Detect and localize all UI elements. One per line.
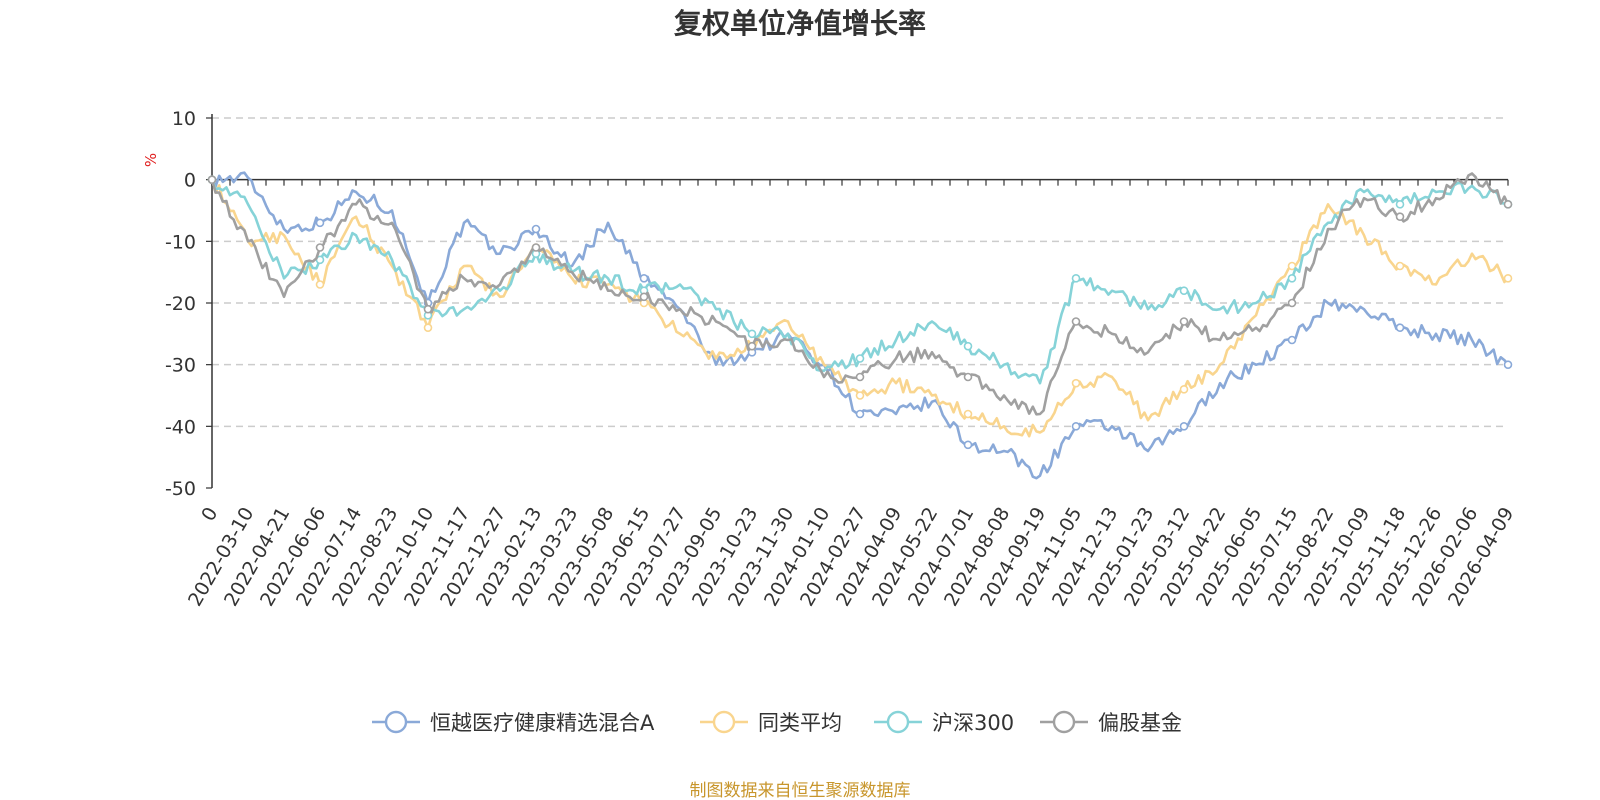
- data-point: [639, 274, 649, 283]
- legend[interactable]: 恒越医疗健康精选混合A 同类平均 沪深300 偏股基金: [372, 710, 1182, 735]
- data-point: [1395, 200, 1405, 209]
- data-point: [1287, 298, 1297, 308]
- legend-marker-icon: [886, 710, 910, 734]
- data-point: [963, 440, 973, 450]
- legend-label: 沪深300: [932, 711, 1014, 735]
- legend-marker-icon: [712, 710, 736, 734]
- data-point: [855, 409, 865, 419]
- legend-label: 恒越医疗健康精选混合A: [430, 711, 655, 735]
- data-point: [747, 341, 757, 351]
- series-line-0: [210, 171, 1510, 480]
- y-tick-label: -50: [165, 478, 196, 500]
- data-point: [963, 341, 973, 351]
- data-point: [855, 354, 865, 363]
- data-point: [423, 323, 433, 332]
- data-point: [747, 329, 757, 339]
- data-point: [1287, 261, 1297, 271]
- data-point: [1179, 317, 1189, 326]
- source-note: 制图数据来自恒生聚源数据库: [690, 781, 911, 800]
- data-point: [1179, 422, 1189, 431]
- data-point: [855, 372, 865, 382]
- data-point: [1179, 286, 1189, 295]
- data-point: [531, 224, 541, 234]
- legend-item-1[interactable]: 同类平均: [700, 710, 842, 735]
- data-point: [531, 243, 541, 252]
- y-tick-label: -10: [165, 231, 196, 253]
- legend-label: 同类平均: [758, 711, 842, 735]
- legend-item-0[interactable]: 恒越医疗健康精选混合A: [372, 710, 655, 735]
- legend-item-2[interactable]: 沪深300: [874, 710, 1014, 735]
- data-point: [207, 175, 217, 184]
- legend-marker-icon: [1052, 710, 1076, 734]
- data-point: [1395, 261, 1405, 271]
- data-point: [1179, 385, 1189, 394]
- data-point: [1071, 317, 1081, 326]
- y-axis-unit: %: [142, 153, 160, 167]
- data-point: [315, 280, 325, 289]
- legend-marker-icon: [384, 710, 408, 734]
- chart-title: 复权单位净值增长率: [674, 7, 926, 40]
- y-tick-label: -20: [165, 293, 196, 315]
- series-line-2: [210, 179, 1509, 385]
- data-point: [315, 218, 325, 228]
- data-point: [423, 304, 433, 314]
- data-point: [963, 372, 973, 382]
- data-point: [1071, 422, 1081, 431]
- data-point: [963, 409, 973, 419]
- legend-item-3[interactable]: 偏股基金: [1040, 710, 1182, 735]
- data-point: [1071, 378, 1081, 388]
- series-lines: [207, 171, 1513, 480]
- data-point: [1287, 274, 1297, 283]
- data-point: [1503, 274, 1513, 283]
- data-point: [639, 292, 649, 302]
- axes: 100-10-20-30-40-5002022-03-102022-04-212…: [165, 108, 1518, 610]
- data-point: [315, 243, 325, 252]
- y-tick-label: 10: [172, 108, 196, 130]
- data-point: [1287, 335, 1297, 345]
- data-point: [1071, 274, 1081, 283]
- data-point: [1395, 323, 1405, 332]
- data-point: [1503, 360, 1513, 369]
- data-point: [1503, 200, 1513, 209]
- y-tick-label: 0: [184, 170, 196, 192]
- data-point: [1395, 212, 1405, 221]
- y-tick-label: -30: [165, 355, 196, 377]
- x-tick-label: 0: [197, 504, 222, 525]
- data-point: [855, 391, 865, 400]
- legend-label: 偏股基金: [1098, 711, 1182, 735]
- y-tick-label: -40: [165, 416, 196, 438]
